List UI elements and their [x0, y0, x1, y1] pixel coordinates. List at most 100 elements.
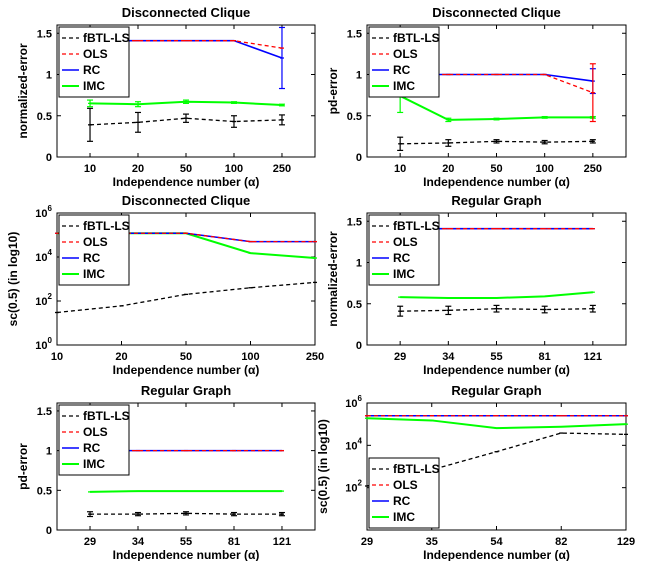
tick-label: 0.5	[347, 111, 362, 123]
x-tick-label: 29	[361, 536, 373, 548]
x-tick-label: 250	[584, 163, 602, 175]
chart-title: Disconnected Clique	[432, 5, 561, 20]
tick-label: 1	[356, 70, 362, 82]
legend: fBTL-LS OLS RC IMC	[368, 214, 440, 286]
legend-label: fBTL-LS	[83, 409, 130, 423]
x-tick-label: 81	[228, 536, 240, 548]
x-axis-label: Independence number (α)	[423, 175, 570, 189]
y-axis-label: pd-error	[16, 443, 30, 490]
legend-label: IMC	[83, 79, 105, 93]
x-tick-label: 250	[306, 351, 324, 363]
x-tick-label: 50	[490, 163, 502, 175]
chart-title: Disconnected Clique	[122, 193, 251, 208]
series-imc	[398, 291, 595, 299]
series-imc	[365, 417, 628, 430]
y-tick-label: 106	[345, 394, 362, 410]
legend-label: OLS	[393, 47, 418, 61]
y-axis-label: sc(0.5) (in log10)	[6, 232, 20, 327]
series-line-imc	[400, 291, 593, 299]
x-tick-label: 54	[490, 536, 503, 548]
legend: fBTL-LS OLS RC IMC	[368, 457, 440, 529]
x-tick-label: 10	[84, 163, 96, 175]
legend-label: fBTL-LS	[83, 219, 130, 233]
y-axis-label: normalized-error	[16, 43, 30, 139]
legend-label: IMC	[393, 267, 415, 281]
y-tick-label: 104	[345, 436, 362, 452]
y-axis-label: pd-error	[326, 67, 340, 114]
series-line-ols	[400, 73, 594, 94]
legend-label: IMC	[393, 79, 415, 93]
x-axis-label: Independence number (α)	[113, 548, 260, 561]
legend-label: RC	[393, 494, 411, 508]
series-fbtl-ls	[87, 511, 285, 518]
chart-title: Regular Graph	[451, 383, 541, 398]
legend-box	[58, 214, 130, 286]
tick-label: 0.5	[37, 485, 52, 497]
x-tick-label: 20	[442, 163, 454, 175]
series-fbtl-ls	[397, 136, 596, 151]
tick-label: 0	[46, 525, 52, 537]
x-tick-label: 34	[132, 536, 145, 548]
x-tick-label: 29	[394, 351, 406, 363]
series-line-fbtl-ls	[56, 281, 316, 314]
tick-label: 0	[356, 340, 362, 352]
legend-label: fBTL-LS	[393, 219, 440, 233]
chart-title: Disconnected Clique	[122, 5, 251, 20]
x-axis-label: Independence number (α)	[113, 175, 260, 189]
x-axis-label: Independence number (α)	[423, 363, 570, 377]
x-tick-label: 250	[273, 163, 291, 175]
y-tick-label: 100	[35, 336, 52, 352]
x-tick-label: 50	[180, 163, 192, 175]
y-tick-label: 106	[35, 204, 52, 220]
legend-label: IMC	[83, 457, 105, 471]
series-fbtl-ls	[87, 107, 285, 142]
chart-panel-5: 0 0.5 1 1.5 29 34 55 81 121 Regular Graph Independ…	[16, 383, 316, 561]
x-tick-label: 20	[115, 351, 127, 363]
legend-label: RC	[393, 63, 411, 77]
x-tick-label: 10	[51, 351, 63, 363]
legend-box	[58, 404, 130, 476]
tick-label: 0	[356, 152, 362, 164]
x-tick-label: 82	[555, 536, 567, 548]
series-line-imc	[399, 95, 593, 121]
x-tick-label: 100	[535, 163, 553, 175]
legend-label: IMC	[393, 510, 415, 524]
legend-label: OLS	[83, 425, 108, 439]
x-tick-label: 10	[394, 163, 406, 175]
legend-label: OLS	[393, 235, 418, 249]
legend: fBTL-LS OLS RC IMC	[368, 26, 440, 98]
x-tick-label: 20	[132, 163, 144, 175]
chart-panel-1: 0 0.5 1 1.5 10 20 50 100 250 Disconnected Clique I…	[16, 5, 316, 189]
tick-label: 0.5	[37, 111, 52, 123]
legend-label: IMC	[83, 267, 105, 281]
legend: fBTL-LS OLS RC IMC	[58, 214, 130, 286]
legend: fBTL-LS OLS RC IMC	[58, 26, 130, 98]
chart-panel-3: 100 102 104 106 10 20 50 100 250 Disconnected Cli…	[6, 193, 324, 377]
x-tick-label: 81	[539, 351, 551, 363]
tick-label: 1	[356, 258, 362, 270]
x-tick-label: 55	[490, 351, 502, 363]
y-axis-label: normalized-error	[326, 231, 340, 327]
series-imc	[88, 490, 284, 493]
legend-label: fBTL-LS	[83, 31, 130, 45]
x-tick-label: 55	[180, 536, 192, 548]
chart-title: Regular Graph	[141, 383, 231, 398]
x-tick-label: 121	[273, 536, 291, 548]
legend: fBTL-LS OLS RC IMC	[58, 404, 130, 476]
tick-label: 1.5	[37, 406, 52, 418]
y-tick-label: 104	[35, 248, 52, 264]
chart-panel-6: 102 104 106 29 35 54 82 129 Regular Graph Indepen…	[316, 383, 635, 561]
y-tick-label: 102	[345, 479, 362, 495]
legend-label: RC	[393, 251, 411, 265]
y-axis-label: sc(0.5) (in log10)	[316, 419, 330, 514]
tick-label: 1	[46, 70, 52, 82]
legend-label: OLS	[83, 235, 108, 249]
tick-label: 1.5	[347, 216, 362, 228]
legend-label: RC	[83, 63, 101, 77]
series-line-fbtl-ls	[90, 512, 282, 515]
chart-panel-2: 0 0.5 1 1.5 10 20 50 100 250 Disconnected Clique I…	[326, 5, 627, 189]
legend-label: RC	[83, 441, 101, 455]
x-tick-label: 100	[225, 163, 243, 175]
chart-panel-4: 0 0.5 1 1.5 29 34 55 81 121 Regular Graph Independ…	[326, 193, 627, 377]
